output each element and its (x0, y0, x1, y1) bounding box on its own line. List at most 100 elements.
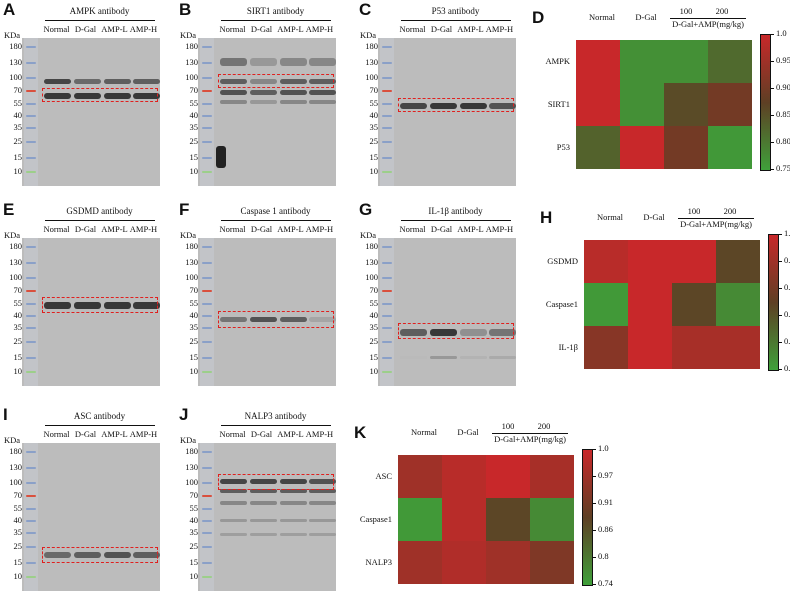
lane-label-amph: AMP-H (305, 429, 334, 439)
marker-weight-label: 25 (13, 541, 23, 551)
panel-letter: H (540, 208, 553, 227)
row-label: IL-1β (558, 341, 578, 352)
marker-band (202, 46, 212, 48)
marker-weight-label: 70 (369, 85, 379, 95)
lane-labels: Normal D-Gal AMP-L AMP-H (42, 224, 158, 234)
marker-weight-label: 40 (369, 110, 379, 120)
heatmap-cell (530, 541, 574, 584)
marker-weight-label: 130 (9, 257, 22, 267)
marker-band (26, 103, 36, 105)
row-label: ASC (375, 470, 392, 481)
protein-band (460, 356, 487, 359)
marker-band (202, 290, 212, 292)
heatmap-cell (584, 283, 628, 326)
marker-band (382, 46, 392, 48)
marker-weight-label: 100 (185, 72, 198, 82)
blot-image (198, 443, 336, 591)
marker-weight-label: 35 (369, 322, 379, 332)
marker-weight-label: 70 (13, 85, 23, 95)
heatmap-grid (398, 455, 574, 584)
marker-weight-label: 180 (185, 41, 198, 51)
marker-weight-label: 130 (9, 57, 22, 67)
marker-weight-label: 70 (13, 490, 23, 500)
panel-letter: G (359, 200, 373, 219)
lane-labels: Normal D-Gal AMP-L AMP-H (218, 224, 334, 234)
protein-band (133, 79, 160, 84)
marker-weight-label: 35 (13, 322, 23, 332)
heatmap-cell (442, 541, 486, 584)
marker-band (382, 315, 392, 317)
protein-band (74, 302, 101, 309)
scale-label: 0.95 (784, 255, 790, 265)
lane-label-dgal: D-Gal (250, 224, 273, 234)
scale-tick (593, 503, 596, 504)
protein-band (44, 302, 71, 309)
protein-band (220, 519, 247, 522)
marker-band (26, 62, 36, 64)
heatmap-cell (530, 498, 574, 541)
blot-image (378, 238, 516, 386)
heatmap-cell (672, 240, 716, 283)
lane-label-amph: AMP-H (129, 224, 158, 234)
antibody-title: NALP3 antibody (244, 411, 307, 421)
marker-weight-label: 130 (185, 257, 198, 267)
panel-letter: F (179, 200, 190, 219)
scale-tick (593, 557, 596, 558)
marker-weight-label: 40 (189, 110, 199, 120)
kda-label: KDa (4, 435, 21, 445)
row-label: Caspase1 (545, 298, 578, 309)
title-underline (401, 220, 511, 221)
marker-ladder (24, 38, 38, 186)
group-label: D-Gal+AMP(mg/kg) (672, 19, 744, 29)
marker-band (202, 141, 212, 143)
protein-band (220, 501, 247, 505)
title-underline (221, 425, 331, 426)
lane-label-amph: AMP-H (305, 224, 334, 234)
scale-tick (771, 169, 774, 170)
speck (216, 146, 226, 168)
protein-band (280, 79, 307, 84)
lane-label-normal: Normal (399, 224, 426, 234)
heatmap-cell (486, 541, 530, 584)
marker-weight-label: 35 (189, 122, 199, 132)
lane-label-dgal: D-Gal (430, 24, 453, 34)
marker-band (26, 171, 36, 173)
marker-weight-label: 180 (365, 241, 378, 251)
marker-band (202, 157, 212, 159)
protein-band (250, 501, 277, 505)
marker-weight-label: 10 (189, 166, 199, 176)
marker-band (26, 77, 36, 79)
scale-tick (593, 530, 596, 531)
marker-weight-label: 15 (13, 352, 23, 362)
marker-band (202, 90, 212, 92)
row-label: Caspase1 (359, 513, 392, 524)
protein-band (280, 100, 307, 104)
heatmap-cell (398, 498, 442, 541)
marker-band (26, 520, 36, 522)
marker-weight-label: 15 (189, 557, 199, 567)
marker-weight-label: 35 (189, 322, 199, 332)
scale-tick (593, 449, 596, 450)
highlight-box (42, 297, 158, 313)
lane-label-normal: Normal (43, 224, 70, 234)
marker-band (202, 520, 212, 522)
marker-weight-label: 25 (13, 336, 23, 346)
group-label: D-Gal+AMP(mg/kg) (494, 434, 566, 444)
kda-label: KDa (180, 30, 197, 40)
lane-label-dgal: D-Gal (74, 224, 97, 234)
lane-label-dgal: D-Gal (250, 429, 273, 439)
col-dgal: D-Gal (643, 212, 665, 222)
protein-band (280, 317, 307, 322)
marker-band (382, 62, 392, 64)
protein-band (220, 58, 247, 66)
protein-band (489, 356, 516, 359)
protein-band (104, 79, 131, 84)
marker-band (202, 246, 212, 248)
heatmap-cell (708, 40, 752, 83)
marker-weight-label: 35 (189, 527, 199, 537)
protein-band (460, 329, 487, 336)
marker-band (26, 508, 36, 510)
protein-band (309, 533, 336, 536)
panel-b: B SIRT1 antibody KDa Normal D-Gal AMP-L AMP-H 1… (176, 0, 351, 195)
heatmap-cell (530, 455, 574, 498)
